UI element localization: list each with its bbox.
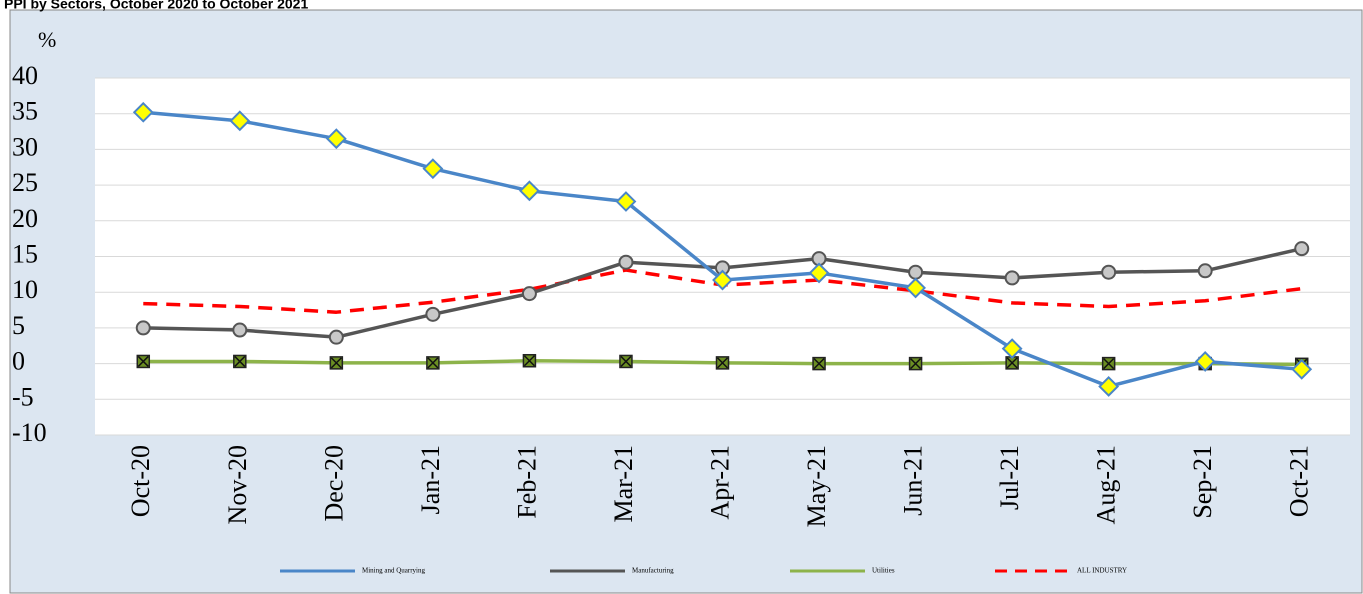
- data-point: [715, 356, 730, 370]
- data-point: [328, 329, 344, 345]
- legend-label: Mining and Quarrying: [362, 567, 425, 575]
- x-tick-label: Mar-21: [609, 445, 638, 522]
- x-tick-label: Feb-21: [512, 445, 541, 519]
- data-point: [329, 356, 344, 370]
- data-point: [229, 110, 251, 132]
- y-tick-label: 35: [12, 97, 38, 126]
- x-tick-label: Oct-20: [126, 445, 155, 517]
- marker-x: [427, 357, 439, 369]
- y-tick-label: 20: [12, 204, 38, 233]
- x-tick-label: Jul-21: [995, 445, 1024, 510]
- marker-x: [523, 355, 535, 367]
- marker-x: [234, 355, 246, 367]
- x-tick-label: Apr-21: [705, 445, 734, 520]
- y-tick-label: -10: [12, 418, 47, 447]
- y-tick-label: 5: [12, 311, 25, 340]
- x-tick-label: Jan-21: [416, 445, 445, 514]
- data-point: [619, 354, 633, 369]
- x-tick-label: Oct-21: [1285, 445, 1314, 517]
- y-axis-label: %: [38, 27, 56, 52]
- data-point: [136, 354, 151, 369]
- data-point: [808, 262, 830, 284]
- data-point: [908, 264, 924, 280]
- data-point: [1101, 356, 1116, 371]
- x-tick-label: Aug-21: [1092, 445, 1121, 524]
- data-point: [905, 277, 926, 299]
- data-point: [615, 191, 637, 212]
- marker-x: [330, 357, 342, 369]
- chart-title: PPI by Sectors, October 2020 to October …: [4, 0, 308, 12]
- legend-label: ALL INDUSTRY: [1077, 567, 1127, 575]
- legend-label: Utilities: [872, 567, 895, 575]
- y-tick-label: -5: [12, 382, 34, 411]
- data-point: [1194, 351, 1216, 372]
- marker-x: [813, 358, 825, 370]
- data-point: [232, 322, 248, 338]
- data-point: [132, 101, 154, 123]
- data-point: [1004, 270, 1020, 286]
- data-point: [426, 356, 440, 370]
- y-tick-label: 10: [12, 275, 38, 304]
- data-point: [522, 353, 537, 368]
- y-tick-label: 40: [12, 61, 38, 90]
- x-tick-label: May-21: [802, 445, 831, 527]
- data-point: [812, 356, 826, 371]
- x-tick-label: Sep-21: [1188, 445, 1217, 519]
- y-tick-label: 0: [12, 347, 25, 376]
- data-point: [425, 306, 441, 322]
- data-point: [1294, 241, 1310, 257]
- data-point: [521, 286, 537, 302]
- legend-label: Manufacturing: [632, 567, 674, 575]
- x-tick-label: Dec-20: [319, 445, 348, 522]
- data-point: [1098, 376, 1120, 397]
- data-point: [519, 180, 540, 202]
- data-point: [135, 320, 151, 336]
- data-point: [325, 128, 347, 150]
- y-tick-label: 15: [12, 239, 38, 268]
- x-tick-label: Nov-20: [223, 445, 252, 524]
- marker-x: [910, 358, 922, 370]
- marker-x: [1103, 358, 1115, 370]
- data-point: [712, 269, 733, 291]
- marker-x: [620, 355, 632, 367]
- data-point: [618, 254, 634, 270]
- marker-x: [137, 355, 149, 367]
- data-point: [908, 356, 923, 371]
- x-tick-label: Jun-21: [899, 445, 928, 516]
- data-point: [1001, 338, 1023, 360]
- data-point: [1291, 358, 1313, 380]
- data-point: [233, 354, 247, 369]
- y-tick-label: 30: [12, 132, 38, 161]
- y-tick-label: 25: [12, 168, 38, 197]
- data-point: [1101, 264, 1117, 280]
- data-point: [1197, 263, 1213, 279]
- data-point: [422, 158, 444, 180]
- marker-x: [1006, 357, 1018, 369]
- marker-x: [716, 357, 729, 369]
